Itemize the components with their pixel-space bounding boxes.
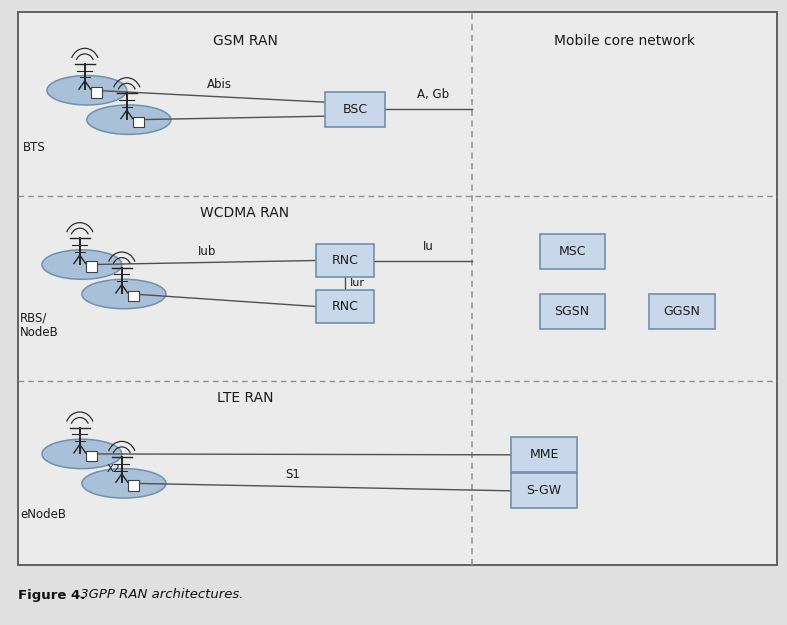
Ellipse shape (42, 250, 122, 279)
FancyBboxPatch shape (133, 116, 143, 127)
Text: Abis: Abis (206, 78, 231, 91)
FancyBboxPatch shape (325, 92, 385, 127)
Text: GGSN: GGSN (663, 305, 700, 318)
FancyBboxPatch shape (86, 261, 97, 272)
Text: MSC: MSC (558, 245, 586, 258)
FancyBboxPatch shape (128, 291, 139, 301)
Text: RNC: RNC (331, 300, 358, 313)
Text: 3GPP RAN architectures.: 3GPP RAN architectures. (76, 589, 243, 601)
Text: Iu: Iu (423, 241, 434, 254)
FancyBboxPatch shape (316, 244, 374, 277)
Text: A, Gb: A, Gb (417, 88, 449, 101)
Text: Mobile core network: Mobile core network (554, 34, 695, 48)
Text: Iub: Iub (198, 244, 216, 258)
Text: LTE RAN: LTE RAN (216, 391, 273, 404)
Text: S-GW: S-GW (527, 484, 562, 498)
Text: X2: X2 (107, 464, 120, 474)
Ellipse shape (47, 76, 127, 105)
FancyBboxPatch shape (540, 294, 604, 329)
Ellipse shape (82, 469, 166, 498)
FancyBboxPatch shape (128, 480, 139, 491)
Text: Figure 4.: Figure 4. (18, 589, 85, 601)
Ellipse shape (82, 279, 166, 309)
Text: S1: S1 (285, 468, 300, 481)
Text: eNodeB: eNodeB (20, 508, 66, 521)
Text: BTS: BTS (23, 141, 46, 154)
Text: MME: MME (530, 448, 559, 461)
FancyBboxPatch shape (91, 87, 102, 98)
FancyBboxPatch shape (512, 438, 577, 472)
FancyBboxPatch shape (649, 294, 715, 329)
Text: GSM RAN: GSM RAN (212, 34, 278, 48)
Text: RBS/
NodeB: RBS/ NodeB (20, 311, 59, 339)
Text: SGSN: SGSN (554, 305, 589, 318)
FancyBboxPatch shape (512, 473, 577, 508)
Ellipse shape (42, 439, 122, 469)
Ellipse shape (87, 105, 171, 134)
Text: Iur: Iur (350, 279, 365, 289)
Text: WCDMA RAN: WCDMA RAN (201, 206, 290, 221)
FancyBboxPatch shape (86, 451, 97, 461)
FancyBboxPatch shape (540, 234, 604, 269)
FancyBboxPatch shape (18, 12, 777, 565)
Text: RNC: RNC (331, 254, 358, 267)
FancyBboxPatch shape (316, 290, 374, 323)
Text: BSC: BSC (342, 102, 368, 116)
